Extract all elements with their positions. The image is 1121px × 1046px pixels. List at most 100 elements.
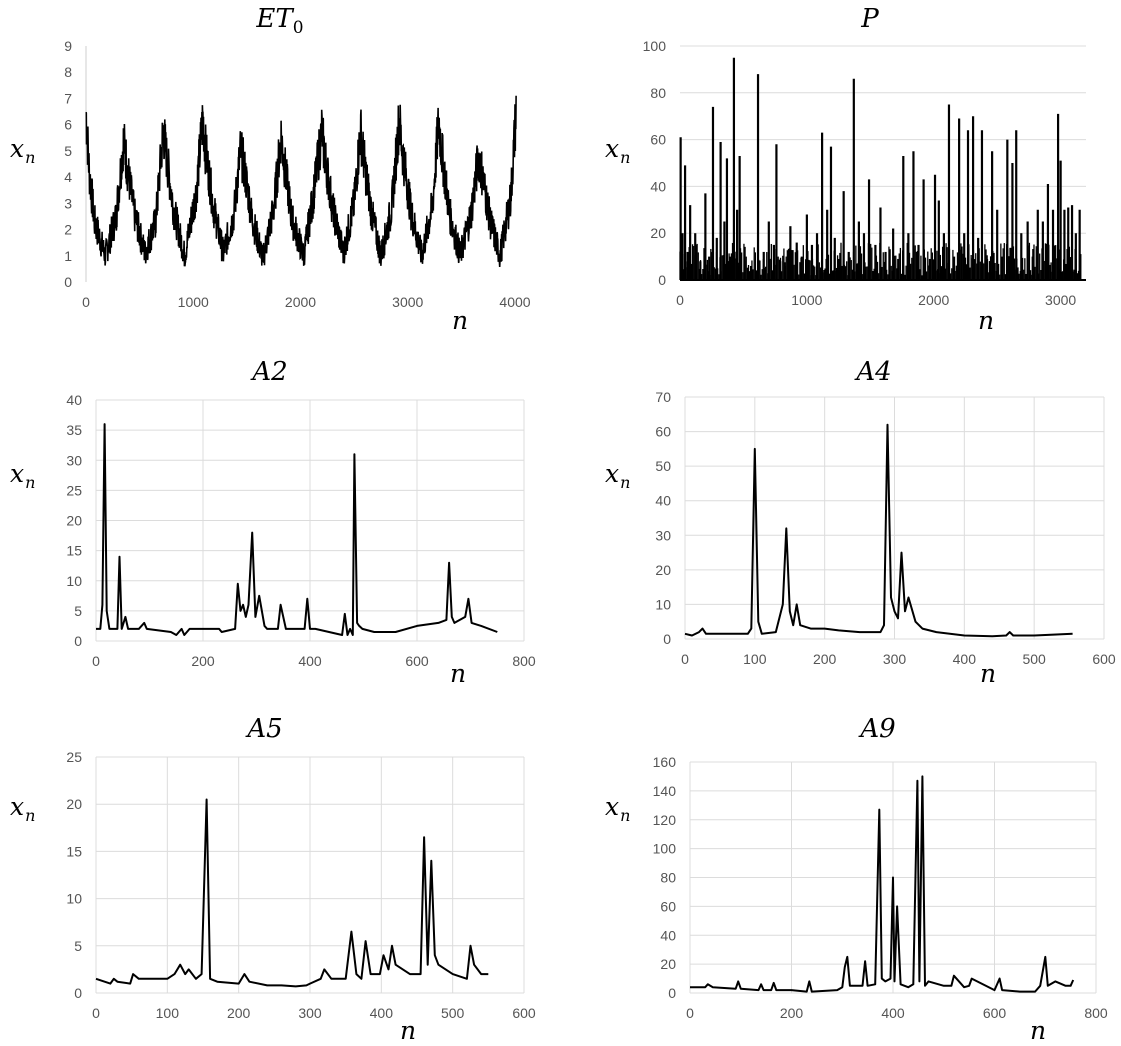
y-tick-label: 100 xyxy=(653,841,677,857)
x-tick-label: 3000 xyxy=(1045,292,1076,308)
y-tick-label: 40 xyxy=(660,927,676,943)
chart-a9-ylabel: xn xyxy=(605,792,631,825)
x-tick-label: 0 xyxy=(82,294,90,310)
x-tick-label: 2000 xyxy=(285,294,316,310)
x-tick-label: 100 xyxy=(156,1005,180,1021)
y-tick-label: 20 xyxy=(66,796,82,812)
y-tick-label: 5 xyxy=(64,143,72,159)
y-tick-label: 25 xyxy=(66,482,82,498)
x-tick-label: 400 xyxy=(298,653,322,669)
chart-a5-plot: 0 5 10 15 20 25 0 100 200 300 400 500 600 xyxy=(66,749,536,1021)
chart-et0-title: ET0 xyxy=(256,4,304,38)
y-tick-label: 9 xyxy=(64,38,72,54)
y-tick-label: 3 xyxy=(64,195,72,211)
y-tick-label: 20 xyxy=(66,513,82,529)
chart-et0-plot: 0 1 2 3 4 5 6 7 8 9 0 1000 2000 3000 4000 xyxy=(64,38,531,310)
series-line xyxy=(96,423,498,636)
series-line xyxy=(690,775,1075,993)
chart-a9-xlabel: n xyxy=(1030,1016,1047,1045)
y-tick-label: 10 xyxy=(66,573,82,589)
x-tick-label: 100 xyxy=(743,651,767,667)
y-tick-label: 20 xyxy=(655,562,671,578)
chart-a9: 0 20 40 60 80 100 120 140 160 0 200 400 600 800 A9 xn… xyxy=(580,712,1120,1046)
y-tick-label: 15 xyxy=(66,843,82,859)
chart-a5: 0 5 10 15 20 25 0 100 200 300 400 500 600 A5 xn n xyxy=(0,712,540,1046)
chart-a5-title: A5 xyxy=(247,714,283,744)
x-tick-label: 1000 xyxy=(791,292,822,308)
x-tick-label: 1000 xyxy=(178,294,209,310)
chart-et0-ylabel: xn xyxy=(10,134,36,167)
chart-p-ylabel: xn xyxy=(605,134,631,167)
y-tick-label: 100 xyxy=(643,38,667,54)
y-tick-label: 2 xyxy=(64,222,72,238)
y-tick-label: 10 xyxy=(655,596,671,612)
series-line xyxy=(85,95,517,268)
y-tick-label: 80 xyxy=(650,85,666,101)
y-tick-label: 40 xyxy=(650,178,666,194)
chart-p-title: P xyxy=(861,4,879,34)
y-tick-label: 60 xyxy=(655,424,671,440)
chart-a9-title: A9 xyxy=(860,714,896,744)
y-tick-label: 20 xyxy=(660,956,676,972)
y-tick-label: 8 xyxy=(64,64,72,80)
x-tick-label: 800 xyxy=(1084,1005,1108,1021)
chart-a4-ylabel: xn xyxy=(605,459,631,492)
x-tick-label: 0 xyxy=(92,653,100,669)
x-tick-label: 600 xyxy=(1092,651,1116,667)
y-tick-label: 6 xyxy=(64,117,72,133)
chart-et0: 0 1 2 3 4 5 6 7 8 9 0 1000 2000 3000 4000 ET0 xn n xyxy=(0,0,540,340)
x-tick-label: 400 xyxy=(881,1005,905,1021)
x-tick-label: 500 xyxy=(441,1005,465,1021)
y-tick-label: 15 xyxy=(66,543,82,559)
chart-a2-title: A2 xyxy=(252,357,288,387)
y-tick-label: 80 xyxy=(660,870,676,886)
chart-a4: 0 10 20 30 40 50 60 70 0 100 200 300 400 500 600 A4 xn… xyxy=(580,355,1120,695)
chart-a2-ylabel: xn xyxy=(10,459,36,492)
chart-a2: 0 5 10 15 20 25 30 35 40 0 200 400 600 800 A2 xn n xyxy=(0,355,540,695)
chart-p: 0 20 40 60 80 100 0 1000 2000 3000 P xn n xyxy=(580,0,1120,340)
chart-p-xlabel: n xyxy=(978,306,995,335)
x-tick-label: 3000 xyxy=(392,294,423,310)
x-tick-label: 0 xyxy=(686,1005,694,1021)
y-tick-label: 0 xyxy=(74,633,82,649)
y-tick-label: 40 xyxy=(66,392,82,408)
y-tick-label: 60 xyxy=(660,898,676,914)
y-tick-label: 140 xyxy=(653,783,677,799)
y-tick-label: 30 xyxy=(66,452,82,468)
x-tick-label: 0 xyxy=(676,292,684,308)
y-tick-label: 20 xyxy=(650,225,666,241)
series-line xyxy=(684,423,1073,638)
y-tick-label: 70 xyxy=(655,389,671,405)
x-tick-label: 600 xyxy=(983,1005,1007,1021)
y-tick-label: 4 xyxy=(64,169,72,185)
x-tick-label: 4000 xyxy=(499,294,530,310)
chart-a5-ylabel: xn xyxy=(10,792,36,825)
y-tick-label: 7 xyxy=(64,90,72,106)
y-tick-label: 40 xyxy=(655,493,671,509)
x-tick-label: 800 xyxy=(512,653,536,669)
x-tick-label: 200 xyxy=(227,1005,251,1021)
x-tick-label: 400 xyxy=(953,651,977,667)
chart-a4-plot: 0 10 20 30 40 50 60 70 0 100 200 300 400 500 600 xyxy=(655,389,1116,667)
x-tick-label: 600 xyxy=(405,653,429,669)
x-tick-label: 500 xyxy=(1022,651,1046,667)
x-tick-label: 300 xyxy=(883,651,907,667)
x-tick-label: 400 xyxy=(370,1005,394,1021)
y-tick-label: 1 xyxy=(64,248,72,264)
y-tick-label: 35 xyxy=(66,422,82,438)
x-tick-label: 0 xyxy=(92,1005,100,1021)
y-tick-label: 0 xyxy=(658,272,666,288)
x-tick-label: 600 xyxy=(512,1005,536,1021)
y-tick-label: 50 xyxy=(655,458,671,474)
x-tick-label: 200 xyxy=(780,1005,804,1021)
x-tick-label: 0 xyxy=(681,651,689,667)
chart-et0-xlabel: n xyxy=(452,306,469,335)
y-tick-label: 120 xyxy=(653,812,677,828)
y-tick-label: 0 xyxy=(64,274,72,290)
y-tick-label: 60 xyxy=(650,132,666,148)
y-tick-label: 0 xyxy=(668,985,676,1001)
chart-a5-xlabel: n xyxy=(400,1016,417,1045)
chart-a9-plot: 0 20 40 60 80 100 120 140 160 0 200 400 600 800 xyxy=(653,754,1108,1021)
